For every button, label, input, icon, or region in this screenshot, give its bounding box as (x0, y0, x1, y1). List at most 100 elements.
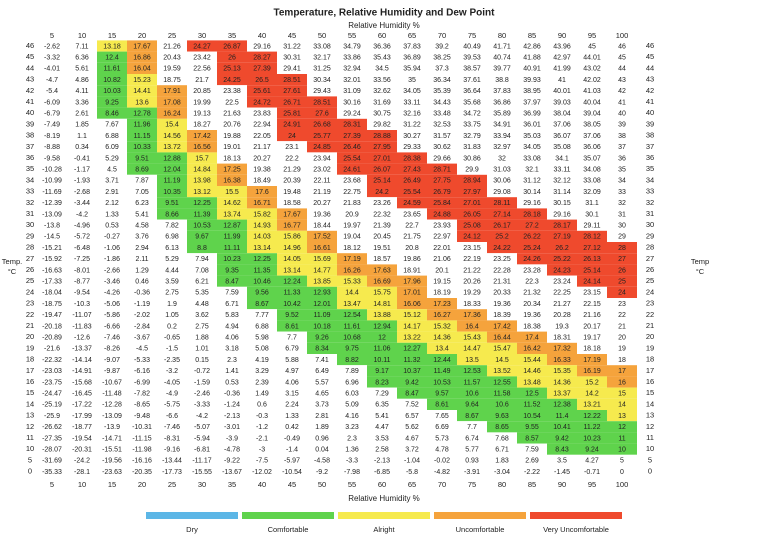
cell (157, 62, 187, 74)
cell-value: -6.6 (166, 413, 178, 420)
cell-value: 13 (618, 413, 626, 420)
cell-value: -28.07 (42, 447, 62, 454)
cell-value: 9.52 (285, 312, 299, 319)
cell-value: 11.58 (494, 391, 511, 398)
cell-value: 19.3 (555, 323, 569, 330)
legend-swatch (242, 512, 334, 519)
cell (547, 163, 577, 175)
cell (307, 152, 337, 164)
cell-value: 26 (618, 267, 626, 274)
cell (457, 118, 487, 130)
cell (547, 466, 577, 478)
cell (517, 74, 547, 86)
cell-value: 23.42 (193, 55, 211, 62)
cell (37, 443, 67, 455)
cell (547, 454, 577, 466)
cell-value: -4.7 (46, 77, 58, 84)
cell (187, 96, 217, 108)
cell (367, 331, 397, 343)
cell-value: 11.15 (134, 133, 151, 140)
cell-value: 16.19 (583, 368, 601, 375)
cell-value: 16.86 (133, 55, 151, 62)
row-header: 22 (646, 310, 654, 319)
cell (397, 230, 427, 242)
cell-value: 13.6 (135, 99, 149, 106)
cell-value: 2.69 (525, 458, 539, 465)
cell-value: 15.5 (225, 189, 239, 196)
cell-value: 9.75 (345, 346, 359, 353)
cell (427, 432, 457, 444)
cell (607, 342, 637, 354)
cell (127, 62, 157, 74)
cell (67, 141, 97, 153)
cell (547, 85, 577, 97)
cell (307, 141, 337, 153)
cell-value: 26.17 (493, 223, 511, 230)
cell (577, 298, 607, 310)
cell (517, 242, 547, 254)
cell-value: -3.33 (194, 402, 210, 409)
cell-value: 17.6 (255, 189, 269, 196)
cell-value: -8.65 (134, 402, 150, 409)
cell (547, 309, 577, 321)
cell-value: -3.3 (346, 458, 358, 465)
cell (67, 342, 97, 354)
cell-value: -3.91 (464, 469, 480, 476)
cell-value: 3.36 (75, 99, 89, 106)
cell (217, 275, 247, 287)
cell-value: -0.49 (284, 435, 300, 442)
cell (337, 230, 367, 242)
cell (367, 320, 397, 332)
cell (187, 130, 217, 142)
cell-value: 32.09 (583, 189, 601, 196)
cell (97, 264, 127, 276)
cell-value: 18 (618, 357, 626, 364)
cell-value: 32 (618, 200, 626, 207)
cell-value: 18.75 (163, 77, 181, 84)
cell-value: -5.06 (104, 301, 120, 308)
cell-value: 6.96 (345, 379, 359, 386)
cell (187, 264, 217, 276)
cell (427, 197, 457, 209)
cell-value: -0.36 (224, 391, 240, 398)
cell-value: -26.62 (42, 424, 62, 431)
cell-value: 26.07 (373, 167, 391, 174)
cell (67, 365, 97, 377)
cell (247, 286, 277, 298)
cell-value: 6.03 (345, 391, 359, 398)
cell (487, 230, 517, 242)
cell-value: 23.24 (553, 279, 571, 286)
cell (217, 387, 247, 399)
cell (577, 253, 607, 265)
cell-value: 31.12 (523, 178, 541, 185)
cell-value: -0.72 (194, 368, 210, 375)
cell-value: 4.58 (135, 223, 149, 230)
cell-value: 0.15 (195, 357, 209, 364)
cell (577, 376, 607, 388)
column-header: 90 (558, 31, 566, 40)
cell (97, 96, 127, 108)
cell-value: 32.97 (493, 144, 511, 151)
cell (67, 421, 97, 433)
cell-value: 21.22 (463, 267, 481, 274)
cell-value: 7.29 (375, 391, 389, 398)
cell (217, 163, 247, 175)
cell-value: 16.27 (433, 312, 451, 319)
cell-value: 17.91 (163, 88, 181, 95)
cell-value: 39.2 (435, 43, 449, 50)
cell (397, 275, 427, 287)
cell (67, 118, 97, 130)
cell-value: 0.93 (465, 458, 479, 465)
cell-value: -15.68 (72, 379, 92, 386)
cell (127, 365, 157, 377)
cell-value: 16.4 (465, 323, 479, 330)
cell (247, 40, 277, 52)
cell (37, 118, 67, 130)
cell (67, 40, 97, 52)
cell-value: 34 (618, 178, 626, 185)
cell-value: 14.41 (133, 88, 151, 95)
cell (337, 186, 367, 198)
cell-value: 0.53 (105, 223, 119, 230)
cell (127, 387, 157, 399)
row-header: 20 (26, 332, 34, 341)
